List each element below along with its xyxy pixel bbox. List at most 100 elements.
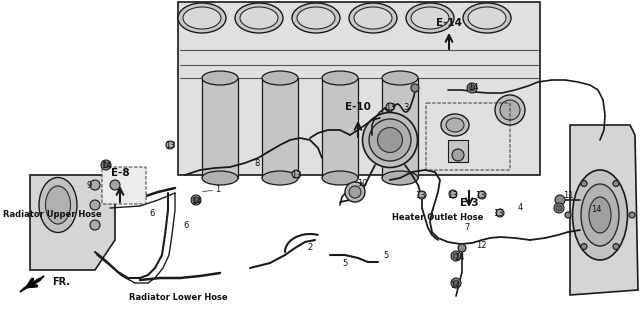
Ellipse shape xyxy=(495,95,525,125)
Circle shape xyxy=(555,195,565,205)
Ellipse shape xyxy=(297,7,335,29)
Ellipse shape xyxy=(369,119,411,161)
Ellipse shape xyxy=(406,3,454,33)
Circle shape xyxy=(292,170,300,178)
Bar xyxy=(448,140,468,162)
Circle shape xyxy=(193,197,199,203)
FancyBboxPatch shape xyxy=(102,167,146,204)
Ellipse shape xyxy=(589,197,611,233)
Bar xyxy=(382,78,418,178)
Ellipse shape xyxy=(183,7,221,29)
Ellipse shape xyxy=(322,71,358,85)
Circle shape xyxy=(613,244,619,250)
Circle shape xyxy=(418,191,426,199)
Text: E-3: E-3 xyxy=(460,198,478,208)
Text: Heater Outlet Hose: Heater Outlet Hose xyxy=(392,213,483,222)
Ellipse shape xyxy=(500,100,520,120)
Bar xyxy=(322,78,358,178)
Circle shape xyxy=(496,209,504,217)
Circle shape xyxy=(467,83,477,93)
Bar xyxy=(108,172,122,198)
Text: 12: 12 xyxy=(476,241,486,250)
Text: 13: 13 xyxy=(447,192,458,201)
Text: 7: 7 xyxy=(464,222,470,232)
Ellipse shape xyxy=(362,113,417,168)
Circle shape xyxy=(191,195,201,205)
Text: 11: 11 xyxy=(563,192,573,201)
Ellipse shape xyxy=(45,186,70,224)
Circle shape xyxy=(581,244,587,250)
Ellipse shape xyxy=(382,71,418,85)
Text: 13: 13 xyxy=(475,192,485,201)
Circle shape xyxy=(101,160,111,170)
Text: 14: 14 xyxy=(450,280,460,290)
Text: 14: 14 xyxy=(191,197,201,207)
Ellipse shape xyxy=(463,3,511,33)
Text: 13: 13 xyxy=(291,170,301,179)
Ellipse shape xyxy=(378,128,403,153)
Text: 14: 14 xyxy=(591,204,601,213)
Ellipse shape xyxy=(202,71,238,85)
Ellipse shape xyxy=(349,3,397,33)
Circle shape xyxy=(166,141,174,149)
Ellipse shape xyxy=(240,7,278,29)
Ellipse shape xyxy=(349,186,361,198)
Text: 8: 8 xyxy=(254,158,260,168)
Ellipse shape xyxy=(178,3,226,33)
Ellipse shape xyxy=(382,171,418,185)
Text: Radiator Upper Hose: Radiator Upper Hose xyxy=(3,210,102,219)
Text: E-14: E-14 xyxy=(436,18,462,28)
Text: 10: 10 xyxy=(356,178,367,188)
Text: 6: 6 xyxy=(183,221,189,230)
Ellipse shape xyxy=(411,7,449,29)
Text: 14: 14 xyxy=(454,252,464,261)
Text: 14: 14 xyxy=(100,162,111,170)
Text: FR.: FR. xyxy=(52,277,70,287)
Circle shape xyxy=(581,180,587,187)
Circle shape xyxy=(613,180,619,187)
Text: 5: 5 xyxy=(383,251,388,260)
Circle shape xyxy=(449,190,457,198)
Bar xyxy=(202,78,238,178)
Circle shape xyxy=(90,180,100,190)
Polygon shape xyxy=(570,125,638,295)
Circle shape xyxy=(453,280,459,286)
Circle shape xyxy=(90,200,100,210)
Text: Radiator Lower Hose: Radiator Lower Hose xyxy=(129,293,227,302)
Ellipse shape xyxy=(446,118,464,132)
Ellipse shape xyxy=(468,7,506,29)
Circle shape xyxy=(451,251,461,261)
Circle shape xyxy=(554,203,564,213)
Ellipse shape xyxy=(345,182,365,202)
Text: 6: 6 xyxy=(149,208,155,217)
Circle shape xyxy=(451,278,461,288)
Ellipse shape xyxy=(262,171,298,185)
Ellipse shape xyxy=(235,3,283,33)
Text: 5: 5 xyxy=(342,260,348,269)
Circle shape xyxy=(411,84,419,92)
Circle shape xyxy=(452,149,464,161)
Ellipse shape xyxy=(262,71,298,85)
Text: 1: 1 xyxy=(216,186,221,194)
Circle shape xyxy=(90,220,100,230)
Text: E-10: E-10 xyxy=(345,102,371,112)
Circle shape xyxy=(469,85,475,91)
Circle shape xyxy=(458,244,466,252)
Text: 13: 13 xyxy=(415,192,426,201)
Text: 14: 14 xyxy=(468,84,478,92)
Circle shape xyxy=(453,253,459,259)
Text: 3: 3 xyxy=(403,103,409,111)
Ellipse shape xyxy=(292,3,340,33)
Ellipse shape xyxy=(581,184,619,246)
Text: E-8: E-8 xyxy=(111,168,129,178)
Circle shape xyxy=(629,212,635,218)
Circle shape xyxy=(478,191,486,199)
Circle shape xyxy=(556,205,562,211)
Polygon shape xyxy=(30,175,115,270)
Text: 13: 13 xyxy=(493,209,503,218)
Circle shape xyxy=(103,162,109,168)
Circle shape xyxy=(110,180,120,190)
Ellipse shape xyxy=(322,171,358,185)
Ellipse shape xyxy=(202,171,238,185)
Ellipse shape xyxy=(573,170,627,260)
